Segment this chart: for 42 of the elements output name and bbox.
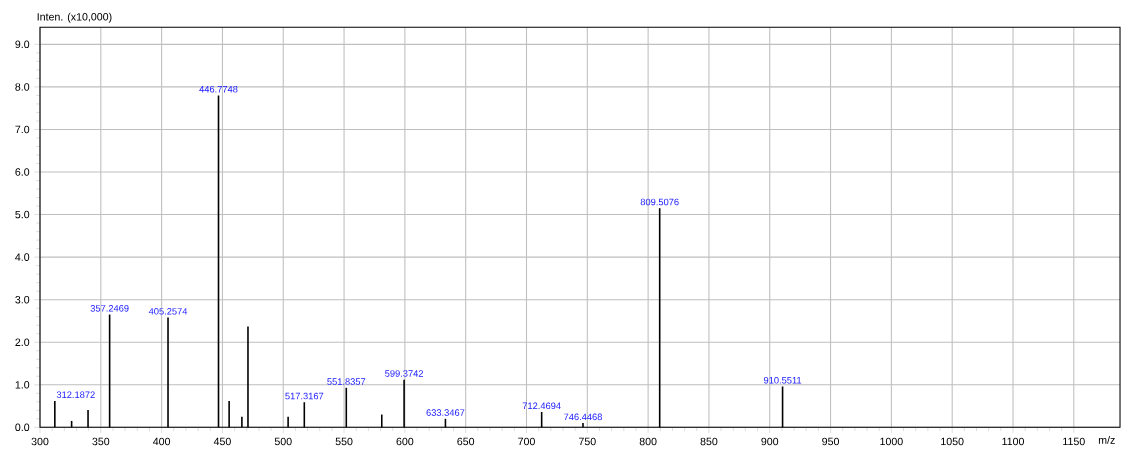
annotation: 599.3742 [385,370,424,377]
annotation: 809.5076 [640,198,679,206]
x-tick-label: 500 [274,437,292,446]
x-tick-label: 550 [335,437,353,446]
x-tick-label: 300 [31,437,49,446]
annotation: 312.1872 [56,391,95,399]
annotation: 712.4694 [522,402,561,410]
x-tick-label: 400 [153,437,171,446]
y-tick-label: 8.0 [15,83,30,91]
x-tick-label: 650 [457,437,475,446]
annotation: 357.2469 [90,305,129,312]
x-tick-label: 700 [518,437,535,446]
annotation: 551.8357 [327,378,366,385]
y-tick-label: 5.0 [15,210,30,219]
x-tick-label: 900 [761,437,779,446]
y-tick-label: 3.0 [15,295,30,304]
x-tick-label: 950 [822,437,840,446]
x-tick-label: 600 [396,437,414,446]
x-tick-label: 750 [578,437,596,446]
x-tick-label: 1150 [1063,437,1085,446]
x-tick-label: 1050 [941,437,964,446]
annotation: 446.7748 [199,85,238,93]
x-tick-label: 450 [213,437,231,446]
y-tick-label: 2.0 [15,338,30,346]
annotation: 746.4468 [564,413,602,421]
y-tick-label: 1.0 [15,381,30,389]
annotation: 633.3467 [426,409,465,416]
x-tick-label: 850 [700,437,718,446]
annotation: 910.5511 [763,376,802,384]
annotation: 405.2574 [148,308,188,315]
x-tick-label: 800 [639,437,657,446]
x-tick-label: 350 [92,437,110,446]
y-tick-label: 4.0 [15,253,30,261]
y-axis-title: Inten. (x10,000) [37,12,112,23]
y-tick-label: 0.0 [15,423,30,432]
x-axis-title: m/z [1098,436,1115,444]
annotation: 517.3167 [285,392,324,400]
y-tick-label: 6.0 [15,168,30,176]
x-tick-label: 1000 [880,437,903,446]
y-tick-label: 9.0 [15,40,30,49]
x-tick-label: 1100 [1002,437,1024,446]
y-tick-label: 7.0 [15,125,30,134]
